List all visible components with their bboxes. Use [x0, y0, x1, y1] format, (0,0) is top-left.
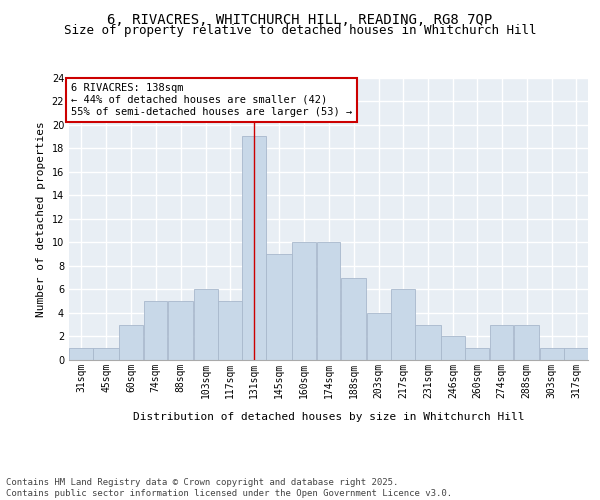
Bar: [391, 290, 415, 360]
Bar: [218, 301, 242, 360]
Bar: [317, 242, 340, 360]
Text: 6, RIVACRES, WHITCHURCH HILL, READING, RG8 7QP: 6, RIVACRES, WHITCHURCH HILL, READING, R…: [107, 12, 493, 26]
Bar: [69, 348, 93, 360]
Bar: [341, 278, 367, 360]
Y-axis label: Number of detached properties: Number of detached properties: [36, 121, 46, 316]
Bar: [168, 301, 193, 360]
Bar: [119, 324, 143, 360]
Bar: [540, 348, 563, 360]
Bar: [367, 313, 391, 360]
Bar: [466, 348, 489, 360]
Bar: [415, 324, 440, 360]
Bar: [490, 324, 514, 360]
Bar: [266, 254, 292, 360]
Bar: [564, 348, 588, 360]
Text: Size of property relative to detached houses in Whitchurch Hill: Size of property relative to detached ho…: [64, 24, 536, 37]
Bar: [94, 348, 119, 360]
Text: 6 RIVACRES: 138sqm
← 44% of detached houses are smaller (42)
55% of semi-detache: 6 RIVACRES: 138sqm ← 44% of detached hou…: [71, 84, 352, 116]
Text: Contains HM Land Registry data © Crown copyright and database right 2025.
Contai: Contains HM Land Registry data © Crown c…: [6, 478, 452, 498]
Bar: [242, 136, 266, 360]
Bar: [143, 301, 167, 360]
Bar: [194, 290, 218, 360]
Bar: [292, 242, 316, 360]
Bar: [441, 336, 465, 360]
Text: Distribution of detached houses by size in Whitchurch Hill: Distribution of detached houses by size …: [133, 412, 524, 422]
Bar: [514, 324, 539, 360]
